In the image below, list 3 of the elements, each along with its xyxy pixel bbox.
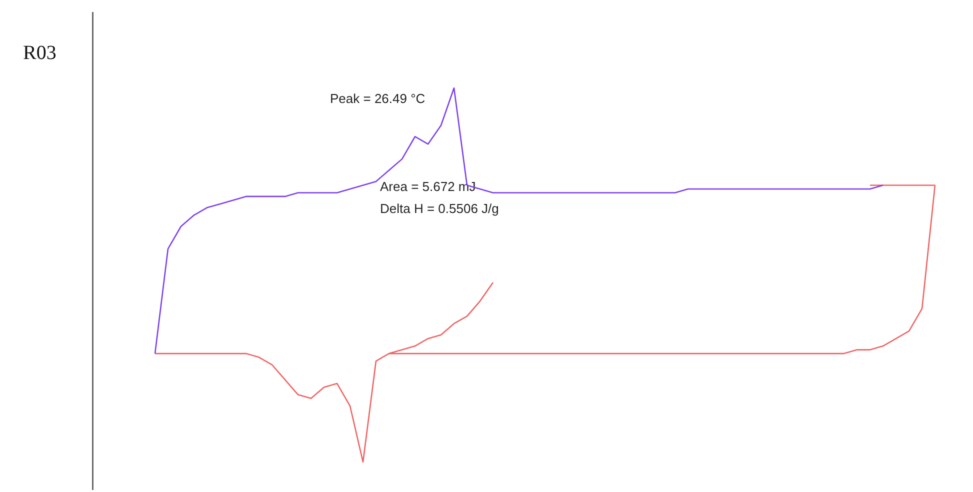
annotation: Delta H = 0.5506 J/g bbox=[380, 201, 499, 216]
annotation: Peak = 26.49 °C bbox=[330, 91, 426, 106]
chart-title: R03 bbox=[23, 42, 56, 64]
